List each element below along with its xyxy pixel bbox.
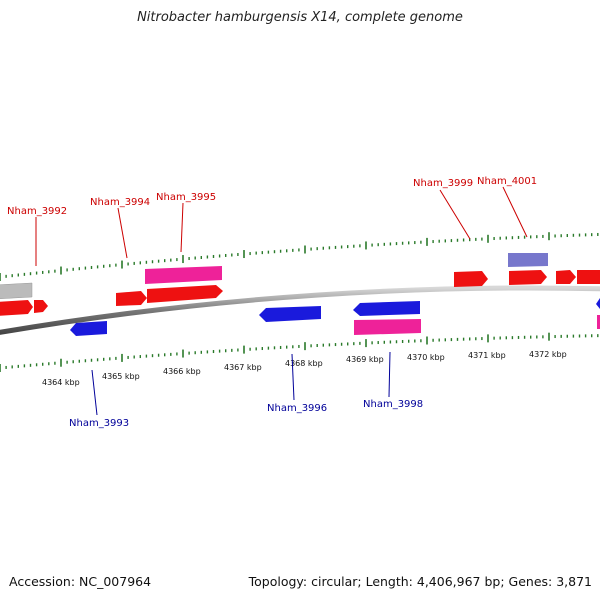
label-nham-3999: Nham_3999 [413, 178, 473, 189]
gene-nham-3999[interactable] [454, 271, 488, 287]
gene-blue-right[interactable] [596, 298, 600, 309]
label-nham-3992: Nham_3992 [7, 206, 67, 217]
label-nham-3998: Nham_3998 [363, 399, 423, 410]
label-nham-4001: Nham_4001 [477, 176, 537, 187]
callout-3993 [91, 369, 98, 416]
callout-4001 [502, 186, 528, 238]
scale-label-4369: 4369 kbp [346, 355, 384, 364]
scale-label-4364: 4364 kbp [42, 378, 80, 387]
gene-nham-3998[interactable] [354, 319, 421, 335]
label-nham-3994: Nham_3994 [90, 197, 150, 208]
label-nham-3996: Nham_3996 [267, 403, 327, 414]
gene-nham-4001[interactable] [508, 253, 548, 267]
outer-tick-row [0, 232, 599, 281]
reverse-genes [70, 298, 600, 336]
gene-pink-right[interactable] [597, 315, 600, 329]
callout-lines [35, 186, 528, 416]
gene-red-left-1[interactable] [0, 300, 33, 316]
callout-3999 [439, 189, 471, 240]
gene-nham-3997[interactable] [353, 301, 420, 316]
gene-red-4001-below[interactable] [509, 270, 547, 285]
scale-label-4365: 4365 kbp [102, 372, 140, 381]
scale-label-4366: 4366 kbp [163, 367, 201, 376]
callout-3995 [180, 202, 184, 253]
genome-backbone [0, 285, 600, 335]
scale-label-4372: 4372 kbp [529, 350, 567, 359]
gene-red-right-1[interactable] [556, 270, 576, 284]
accession-label: Accession: NC_007964 [9, 574, 152, 589]
genome-stats-label: Topology: circular; Length: 4,406,967 bp… [248, 574, 592, 589]
callout-3996 [291, 353, 295, 401]
label-nham-3995: Nham_3995 [156, 192, 216, 203]
gene-labels: Nham_3992 Nham_3994 Nham_3995 Nham_3999 … [7, 176, 537, 429]
inner-tick-row [0, 332, 599, 372]
map-title: Nitrobacter hamburgensis X14, complete g… [137, 10, 463, 25]
callout-3994 [117, 207, 128, 259]
gene-gray[interactable] [0, 282, 33, 299]
gene-red-3995-below[interactable] [147, 285, 223, 303]
label-nham-3993: Nham_3993 [69, 418, 129, 429]
gene-nham-3995[interactable] [145, 266, 222, 284]
scale-label-4370: 4370 kbp [407, 353, 445, 362]
gene-nham-3993[interactable] [70, 321, 107, 336]
gene-red-right-2[interactable] [577, 270, 600, 284]
gene-nham-3994[interactable] [116, 291, 147, 306]
scale-label-4367: 4367 kbp [224, 363, 262, 372]
scale-label-4368: 4368 kbp [285, 359, 323, 368]
forward-genes [0, 253, 600, 316]
scale-label-4371: 4371 kbp [468, 351, 506, 360]
callout-3998 [388, 351, 391, 398]
scale-labels: 4364 kbp 4365 kbp 4366 kbp 4367 kbp 4368… [42, 350, 567, 387]
gene-red-left-2[interactable] [34, 300, 48, 313]
gene-nham-3996[interactable] [259, 306, 321, 322]
